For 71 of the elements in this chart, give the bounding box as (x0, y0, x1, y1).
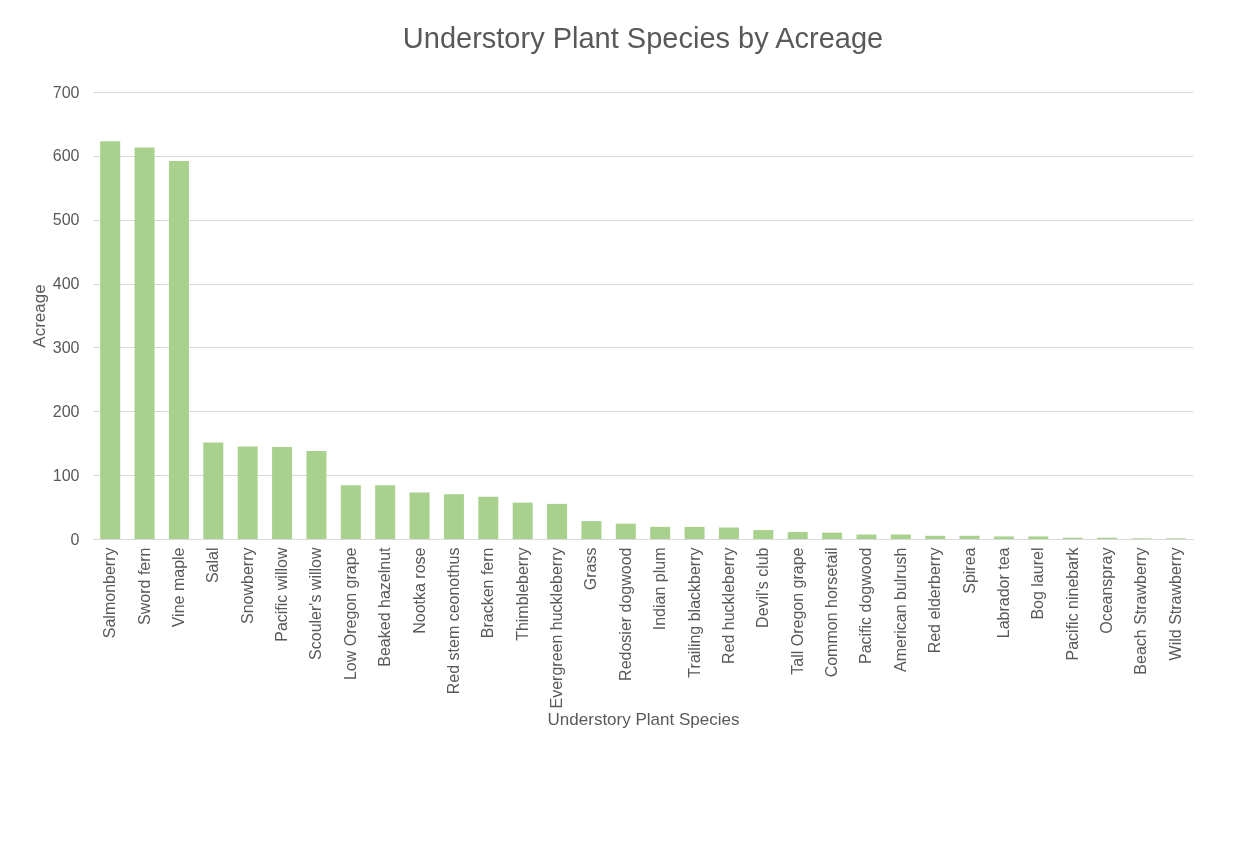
y-tick-label: 300 (52, 338, 80, 356)
x-tick-label: Redosier dogwood (616, 547, 634, 681)
y-tick-label: 200 (52, 402, 80, 420)
bar (993, 536, 1014, 539)
bar (168, 160, 189, 539)
x-tick-label: Pacific ninebark (1063, 546, 1081, 661)
x-tick-label: Red elderberry (926, 547, 944, 654)
bar (547, 503, 568, 539)
bar (650, 526, 671, 539)
x-tick-label: Snowberry (238, 547, 256, 624)
x-tick-label: Red stem ceonothus (444, 547, 462, 695)
x-tick-label: Labrador tea (994, 547, 1012, 639)
x-tick-label: Thimbleberry (513, 547, 531, 641)
y-tick-label: 400 (52, 275, 80, 293)
x-tick-label: Low Oregon grape (341, 547, 359, 681)
chart-title: Understory Plant Species by Acreage (402, 22, 884, 54)
x-tick-label: Devil's club (754, 547, 772, 628)
y-axis-title: Acreage (29, 284, 49, 348)
x-tick-label: Sword fern (135, 547, 153, 625)
bar (787, 531, 808, 539)
x-tick-label: Bracken fern (479, 547, 497, 639)
x-tick-label: American bulrush (891, 547, 909, 672)
x-tick-label: Indian plum (651, 547, 669, 631)
x-tick-label: Vine maple (169, 547, 187, 628)
y-tick-label: 0 (70, 530, 80, 548)
y-tick-label: 100 (52, 466, 80, 484)
bar (340, 485, 361, 539)
bar (272, 447, 293, 539)
x-tick-label: Oceanspray (1098, 547, 1116, 634)
x-tick-label: Spirea (960, 547, 978, 594)
bar (237, 446, 258, 539)
x-axis-title: Understory Plant Species (547, 710, 740, 730)
bar (134, 147, 155, 539)
bar (615, 523, 636, 539)
bar (375, 485, 396, 539)
bar (409, 492, 430, 539)
x-tick-label: Wild Strawberry (1166, 547, 1184, 661)
bar (512, 502, 533, 539)
y-tick-label: 600 (52, 147, 80, 165)
x-tick-label: Common horsetail (823, 547, 841, 678)
x-tick-label: Red huckleberry (719, 547, 737, 664)
bar (753, 530, 774, 539)
x-tick-label: Beaked hazelnut (376, 546, 394, 667)
bar (856, 534, 877, 539)
bar (718, 527, 739, 539)
y-tick-label: 700 (52, 83, 80, 101)
x-tick-label: Grass (582, 547, 600, 591)
bar (1028, 536, 1049, 539)
x-tick-label: Scouler's willow (307, 547, 325, 660)
x-tick-label: Tall Oregon grape (788, 547, 806, 675)
x-tick-label: Salmonberry (101, 547, 119, 639)
x-tick-label: Pacific willow (273, 547, 291, 642)
bar (581, 521, 602, 539)
bar (306, 450, 327, 539)
bar (100, 141, 121, 539)
x-tick-label: Nootka rose (410, 547, 428, 634)
x-tick-label: Salal (204, 547, 222, 584)
bar (925, 535, 946, 539)
x-tick-label: Trailing blackberry (685, 547, 703, 678)
bar (203, 442, 224, 539)
bar (478, 496, 499, 539)
x-tick-label: Bog laurel (1029, 547, 1047, 620)
x-tick-label: Pacific dogwood (857, 547, 875, 665)
x-tick-label: Evergreen huckleberry (548, 547, 566, 709)
bar (443, 494, 464, 539)
bar (959, 535, 980, 539)
y-tick-label: 500 (52, 211, 80, 229)
bar (684, 526, 705, 539)
bar (890, 534, 911, 539)
bar (822, 532, 843, 539)
x-tick-label: Beach Strawberry (1132, 547, 1150, 675)
